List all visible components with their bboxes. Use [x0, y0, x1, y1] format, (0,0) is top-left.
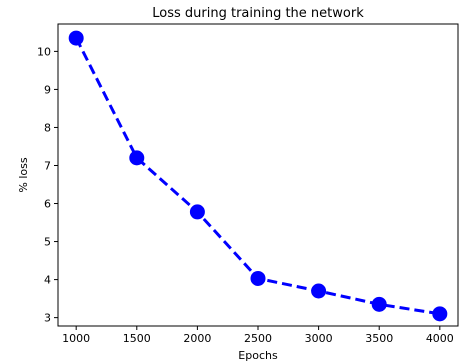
x-tick-label: 2000: [183, 332, 211, 345]
x-tick-label: 4000: [426, 332, 454, 345]
chart-title: Loss during training the network: [152, 6, 364, 21]
tick-layer: 1000 1500 2000 2500 3000 3500 4000 3 4 5 6 7 8 9 10: [37, 45, 454, 345]
data-point: [311, 283, 327, 299]
data-point: [250, 270, 266, 286]
y-tick-label: 9: [44, 83, 51, 96]
y-tick-label: 10: [37, 45, 51, 58]
y-tick-label: 8: [44, 121, 51, 134]
y-tick-label: 5: [44, 236, 51, 249]
y-tick-label: 3: [44, 312, 51, 325]
y-tick-label: 4: [44, 274, 51, 287]
x-axis-label: Epochs: [238, 349, 278, 362]
x-tick-label: 3000: [305, 332, 333, 345]
x-tick-label: 1500: [123, 332, 151, 345]
y-tick-label: 7: [44, 159, 51, 172]
x-tick-label: 1000: [62, 332, 90, 345]
y-tick-label: 6: [44, 198, 51, 211]
data-point: [129, 150, 145, 166]
data-point: [189, 204, 205, 220]
x-tick-label: 3500: [365, 332, 393, 345]
x-tick-label: 2500: [244, 332, 272, 345]
plot-layer: [68, 30, 448, 322]
data-point: [432, 306, 448, 322]
data-point: [371, 296, 387, 312]
y-axis-label: % loss: [17, 157, 30, 192]
data-point: [68, 30, 84, 46]
